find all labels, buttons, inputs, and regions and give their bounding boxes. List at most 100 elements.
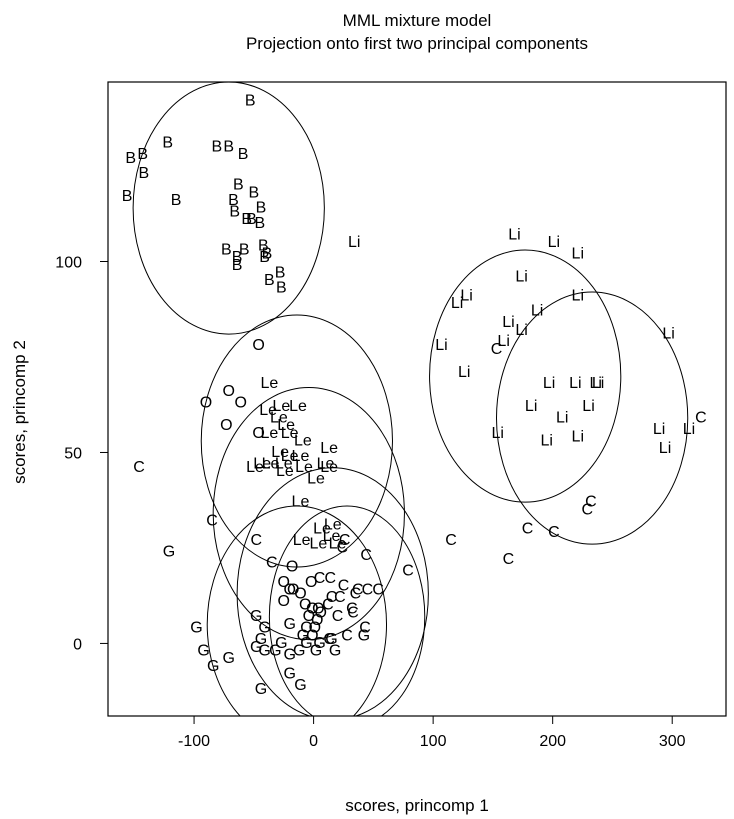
point-label-b: B [233,177,244,194]
point-label-c: C [339,532,351,549]
point-label-b: B [246,211,257,228]
point-label-le: Le [289,398,307,415]
point-label-c: C [445,532,457,549]
point-label-g: G [258,643,270,660]
point-label-g: G [283,646,295,663]
point-label-c: C [326,589,338,606]
point-label-o: O [294,585,306,602]
point-label-li: Li [556,410,568,427]
x-tick-label: 100 [420,733,447,750]
point-label-c: C [695,410,707,427]
point-label-g: G [358,627,370,644]
point-label-li: Li [508,226,520,243]
point-label-li: Li [491,425,503,442]
point-label-b: B [264,272,275,289]
point-label-g: G [300,635,312,652]
point-label-o: O [305,574,317,591]
point-label-c: C [250,532,262,549]
point-label-b: B [238,146,249,163]
point-label-o: O [315,604,327,621]
mixture-components [132,82,689,716]
point-label-b: B [232,257,243,274]
point-label-o: O [311,612,323,629]
point-label-g: G [294,677,306,694]
point-label-o: O [220,417,232,434]
point-label-c: C [503,551,515,568]
point-label-c: C [350,585,362,602]
point-label-li: Li [683,421,695,438]
component-ellipse-8 [268,505,426,716]
point-label-o: O [309,620,321,637]
point-label-le: Le [281,425,299,442]
point-label-b: B [276,280,287,297]
point-label-c: C [372,581,384,598]
point-label-le: Le [260,425,278,442]
point-label-o: O [283,581,295,598]
point-label-li: Li [540,433,552,450]
point-label-le: Le [292,448,310,465]
point-label-b: B [262,245,273,262]
point-label-le: Le [272,398,290,415]
point-label-g: G [250,608,262,625]
point-label-li: Li [662,326,674,343]
point-label-b: B [259,249,270,266]
point-label-li: Li [572,429,584,446]
point-label-g: G [223,650,235,667]
point-label-o: O [223,383,235,400]
component-ellipse-3 [495,291,689,545]
chart-subtitle: Projection onto first two principal comp… [246,34,588,53]
point-label-g: G [197,643,209,660]
point-label-b: B [239,242,250,259]
x-axis: -100 0 100 200 300 [178,716,686,750]
point-label-li: Li [531,303,543,320]
point-label-le: Le [292,494,310,511]
point-label-b: B [171,192,182,209]
x-tick-label: 200 [539,733,566,750]
point-label-li: Li [572,245,584,262]
point-label-le: Le [270,410,288,427]
point-label-le: Le [246,459,264,476]
point-label-o: O [252,337,264,354]
point-label-g: G [283,616,295,633]
point-label-g: G [258,620,270,637]
point-label-c: C [491,341,503,358]
point-label-o: O [277,574,289,591]
point-label-le: Le [307,471,325,488]
point-label-b: B [221,242,232,259]
plot-frame [107,81,727,717]
component-ellipse-4 [200,314,393,568]
point-label-c: C [359,620,371,637]
point-label-o: O [303,608,315,625]
point-label-c: C [325,570,337,587]
y-tick-label: 50 [64,445,82,462]
point-label-le: Le [276,463,294,480]
point-label-o: O [299,597,311,614]
point-label-g: G [269,643,281,660]
point-label-li: Li [569,375,581,392]
point-label-b: B [137,146,148,163]
point-label-li: Li [653,421,665,438]
point-label-c: C [206,513,218,530]
point-label-o: O [306,627,318,644]
point-label-c: C [346,601,358,618]
point-label-g: G [325,631,337,648]
x-axis-label: scores, princomp 1 [345,796,489,815]
point-label-b: B [258,238,269,255]
point-label-b: B [229,203,240,220]
point-label-li: Li [348,234,360,251]
y-axis: 0 50 100 [55,255,108,653]
point-label-c: C [341,627,353,644]
point-label-li: Li [451,295,463,312]
point-label-g: G [310,643,322,660]
point-label-li: Li [460,287,472,304]
point-label-b: B [248,184,259,201]
point-label-g: G [313,635,325,652]
point-label-le: Le [320,459,338,476]
point-label-le: Le [324,517,342,534]
x-tick-label: 300 [659,733,686,750]
point-label-c: C [402,562,414,579]
point-label-b: B [211,138,222,155]
component-ellipse-2 [429,249,622,503]
point-label-li: Li [525,398,537,415]
point-label-li: Li [435,337,447,354]
